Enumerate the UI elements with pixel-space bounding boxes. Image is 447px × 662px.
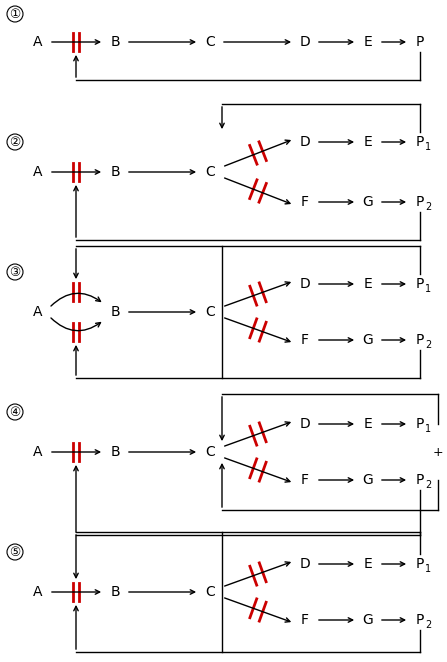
Text: E: E [363, 277, 372, 291]
Text: P: P [416, 473, 424, 487]
Text: P: P [416, 277, 424, 291]
Text: ④: ④ [9, 406, 21, 418]
Text: D: D [299, 417, 310, 431]
Text: A: A [33, 305, 43, 319]
Text: F: F [301, 195, 309, 209]
Text: ②: ② [9, 136, 21, 148]
Text: A: A [33, 165, 43, 179]
Text: G: G [363, 195, 373, 209]
Text: 2: 2 [425, 202, 431, 212]
Text: D: D [299, 557, 310, 571]
Text: C: C [205, 35, 215, 49]
Text: E: E [363, 35, 372, 49]
Text: B: B [110, 35, 120, 49]
Text: F: F [301, 613, 309, 627]
Text: P: P [416, 333, 424, 347]
Text: 2: 2 [425, 480, 431, 490]
Text: P: P [416, 417, 424, 431]
Text: ⑤: ⑤ [9, 545, 21, 559]
Text: 2: 2 [425, 620, 431, 630]
Text: E: E [363, 135, 372, 149]
Text: P: P [416, 557, 424, 571]
Text: P: P [416, 35, 424, 49]
Text: B: B [110, 585, 120, 599]
Text: C: C [205, 165, 215, 179]
Text: P: P [416, 195, 424, 209]
Text: F: F [301, 333, 309, 347]
Text: ③: ③ [9, 265, 21, 279]
Text: B: B [110, 445, 120, 459]
Text: +: + [433, 446, 443, 459]
Text: A: A [33, 585, 43, 599]
Text: 2: 2 [425, 340, 431, 350]
Text: C: C [205, 585, 215, 599]
Text: B: B [110, 165, 120, 179]
Text: E: E [363, 557, 372, 571]
Text: B: B [110, 305, 120, 319]
Text: 1: 1 [425, 142, 431, 152]
Text: ①: ① [9, 7, 21, 21]
Text: A: A [33, 35, 43, 49]
Text: D: D [299, 277, 310, 291]
Text: 1: 1 [425, 564, 431, 574]
Text: E: E [363, 417, 372, 431]
Text: D: D [299, 35, 310, 49]
Text: G: G [363, 613, 373, 627]
Text: P: P [416, 135, 424, 149]
Text: F: F [301, 473, 309, 487]
Text: 1: 1 [425, 424, 431, 434]
Text: G: G [363, 333, 373, 347]
Text: C: C [205, 305, 215, 319]
Text: D: D [299, 135, 310, 149]
Text: G: G [363, 473, 373, 487]
Text: 1: 1 [425, 284, 431, 294]
Text: P: P [416, 613, 424, 627]
Text: A: A [33, 445, 43, 459]
Text: C: C [205, 445, 215, 459]
